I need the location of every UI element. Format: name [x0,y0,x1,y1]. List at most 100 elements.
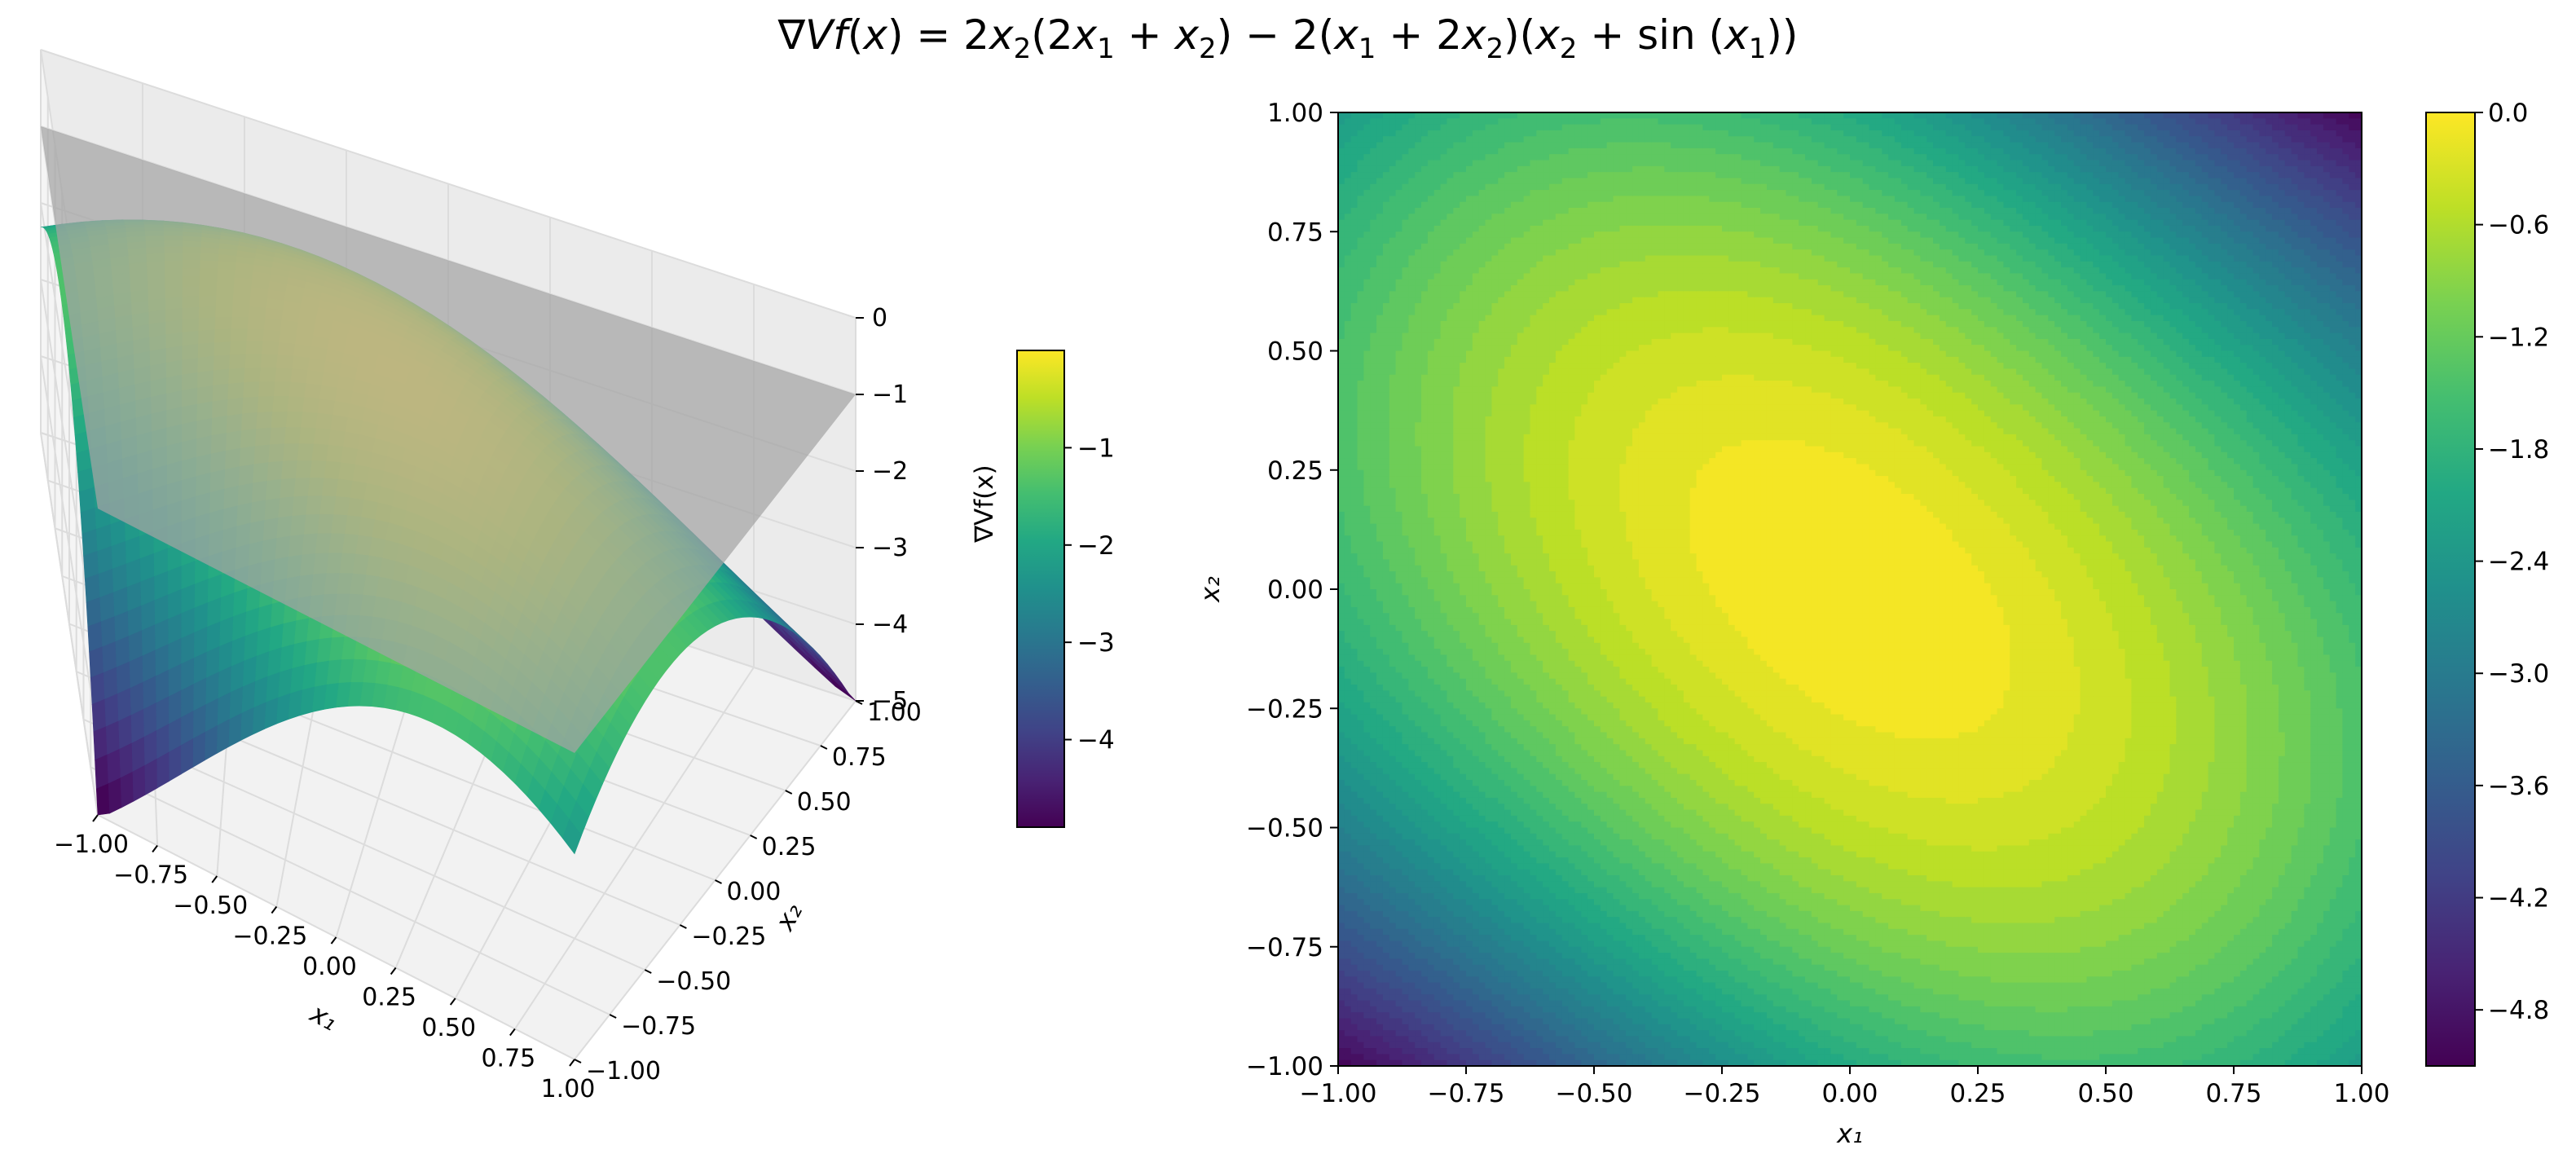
contour-cell [1389,273,1396,280]
contour-cell [1396,404,1402,411]
contour-cell [1370,715,1376,721]
contour-cell [1338,375,1345,381]
contour-cell [1421,649,1428,655]
contour-cell [1441,768,1447,774]
contour-cell [1453,667,1460,673]
contour-cell [1415,470,1421,477]
contour-cell [1453,321,1460,328]
contour-cell [1408,244,1415,250]
contour-cell [1415,440,1421,447]
contour-cell [1389,643,1396,650]
contour-cell [1415,839,1421,846]
contour-cell [1466,154,1473,161]
contour-cell [1428,1042,1434,1049]
contour-cell [1466,535,1473,542]
contour-cell [1441,559,1447,566]
contour-cell [1358,672,1364,679]
contour-cell [1389,375,1396,381]
contour-cell [1441,161,1447,167]
contour-cell [1402,690,1409,697]
contour-cell [1441,1024,1447,1031]
contour-cell [1408,816,1415,822]
contour-cell [1363,715,1370,721]
contour-cell [1363,679,1370,685]
contour-cell [1453,685,1460,691]
contour-cell [1389,482,1396,488]
contour-cell [1389,631,1396,637]
contour-cell [1441,780,1447,786]
contour-cell [1466,256,1473,262]
contour-cell [1408,947,1415,953]
contour-cell [1389,363,1396,369]
contour-cell [1338,327,1345,333]
contour-cell [1402,1024,1409,1031]
contour-cell [1447,231,1453,238]
contour-cell [1383,488,1389,495]
contour-cell [1376,429,1383,435]
contour-cell [1402,661,1409,667]
contour-cell [1408,345,1415,351]
contour-cell [1441,697,1447,703]
contour-cell [1441,726,1447,733]
contour-cell [1370,845,1376,852]
contour-cell [1351,971,1358,977]
contour-cell [1370,792,1376,799]
contour-cell [1447,506,1453,513]
contour-cell [1415,339,1421,346]
contour-cell [1396,863,1402,870]
contour-cell [1415,244,1421,250]
contour-cell [1408,351,1415,358]
contour-cell [1408,172,1415,178]
contour-cell [1428,494,1434,500]
contour-cell [1447,285,1453,292]
contour-cell [1453,1048,1460,1055]
contour-cell [1389,637,1396,644]
contour-cell [1345,965,1351,971]
contour-cell [1383,774,1389,781]
contour-cell [1370,965,1376,971]
contour-cell [1363,470,1370,477]
contour-cell [1358,958,1364,965]
contour-cell [1434,202,1441,209]
contour-cell [1363,368,1370,375]
x-tick [93,815,98,821]
contour-cell [1363,262,1370,268]
contour-cell [1460,172,1466,178]
contour-cell [1370,178,1376,184]
contour-cell [1434,863,1441,870]
contour-cell [1447,685,1453,691]
contour-cell [1428,798,1434,804]
contour-cell [1447,816,1453,822]
contour-cell [1434,733,1441,739]
contour-cell [1453,792,1460,799]
contour-cell [1363,810,1370,817]
contour-cell [1402,393,1409,399]
contour-cell [1460,208,1466,214]
contour-cell [1402,345,1409,351]
contour-cell [1402,190,1409,196]
contour-cell [1351,589,1358,596]
contour-cell [1396,422,1402,429]
contour-cell [1383,643,1389,650]
contour-cell [1396,852,1402,858]
contour-cell [1345,702,1351,709]
contour-cell [1345,810,1351,817]
contour-cell [1441,196,1447,202]
contour-cell [1428,601,1434,608]
contour-cell [1408,482,1415,488]
contour-cell [1428,553,1434,560]
contour-cell [1376,584,1383,590]
contour-cell [1376,422,1383,429]
contour-cell [1370,136,1376,143]
contour-cell [1447,976,1453,983]
contour-cell [1428,625,1434,632]
contour-cell [1460,929,1466,936]
contour-cell [1383,887,1389,894]
contour-cell [1383,291,1389,297]
contour-cell [1345,148,1351,155]
contour-cell [1396,130,1402,137]
contour-cell [1363,953,1370,959]
contour-cell [1338,685,1345,691]
contour-cell [1389,494,1396,500]
contour-cell [1460,386,1466,393]
